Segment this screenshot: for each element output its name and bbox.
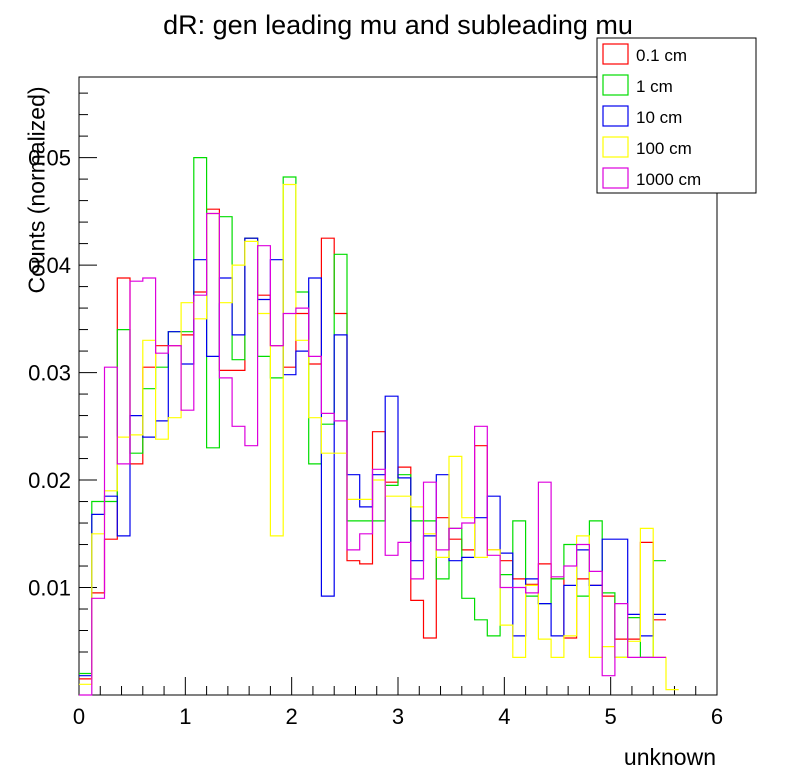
x-tick-label: 3 xyxy=(392,704,404,729)
legend-swatch xyxy=(602,43,629,65)
x-tick-label: 6 xyxy=(711,704,723,729)
histogram-series-5 xyxy=(79,212,666,696)
histogram-series-2 xyxy=(79,157,666,675)
legend-swatch xyxy=(602,105,629,127)
x-tick-label: 0 xyxy=(73,704,85,729)
x-tick-label: 2 xyxy=(286,704,298,729)
chart-title: dR: gen leading mu and subleading mu xyxy=(163,10,633,40)
legend-swatch xyxy=(602,74,629,96)
x-axis-label: unknown xyxy=(623,744,716,770)
histogram-series-1 xyxy=(79,208,666,680)
x-tick-label: 4 xyxy=(498,704,510,729)
legend-swatch xyxy=(602,136,629,158)
y-tick-label: 0.05 xyxy=(28,146,71,171)
legend-entry-label: 1000 cm xyxy=(636,170,701,189)
histogram-series-4 xyxy=(79,183,679,691)
y-tick-label: 0.01 xyxy=(28,576,71,601)
x-tick-label: 5 xyxy=(605,704,617,729)
legend-entry-label: 0.1 cm xyxy=(636,46,687,65)
y-axis-label: Counts (normalized) xyxy=(23,86,50,294)
y-tick-label: 0.02 xyxy=(28,468,71,493)
legend-entry-label: 1 cm xyxy=(636,77,673,96)
x-tick-label: 1 xyxy=(179,704,191,729)
y-tick-label: 0.04 xyxy=(28,253,71,278)
legend-entry-label: 100 cm xyxy=(636,139,692,158)
y-tick-label: 0.03 xyxy=(28,361,71,386)
legend-entry-label: 10 cm xyxy=(636,108,682,127)
legend-swatch xyxy=(602,167,629,189)
